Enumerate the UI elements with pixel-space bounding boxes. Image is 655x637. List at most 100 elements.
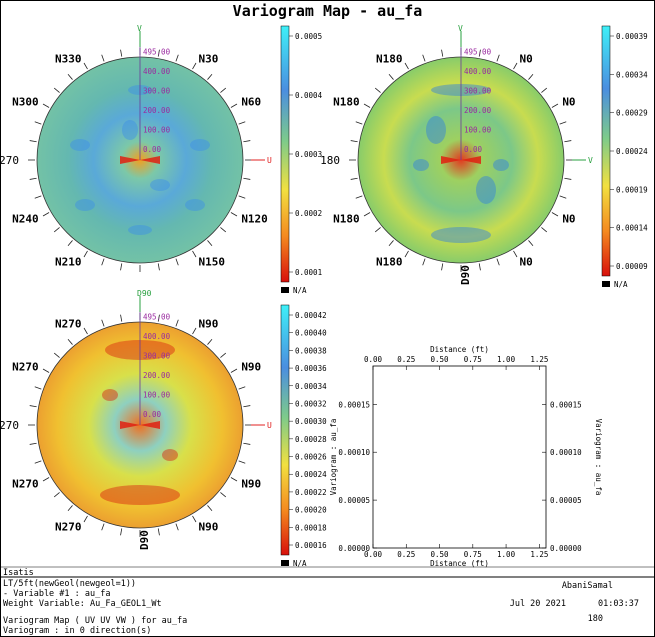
rim-tick [29,177,37,180]
rim-tick [374,87,381,93]
map-texture [128,225,152,235]
colorbar [280,25,290,283]
radial-tick-label: 495.00 [143,48,171,57]
colorbar-label: 0.00042 [295,311,327,320]
rim-tick [388,73,394,80]
radial-tick-label: 300.00 [464,87,492,96]
map-texture [185,199,205,211]
rim-tick [441,49,444,57]
plot-area [372,365,547,549]
rim-tick [34,460,42,464]
rim-tick [192,62,197,70]
colorbar-label: 0.0001 [295,268,322,277]
rim-tick [175,54,179,62]
rim-tick [101,319,105,327]
footer-line3: Weight Variable: Au_Fa_GEOL1_Wt [3,599,162,609]
direction-label: N120 [241,213,267,226]
colorbar-label: 0.00024 [295,470,327,479]
rim-tick [175,523,179,531]
rim-tick [496,258,500,266]
variogram-map-2: 0.00 100.00 200.00 300.00 400.00 495.00 V V 180 N… [320,24,648,289]
rim-tick [67,505,73,512]
rim-tick [220,227,227,233]
rim-tick [83,62,88,70]
y-tick-label-left: 0.00000 [338,544,370,553]
direction-label: N180 [376,53,403,66]
map-texture [150,179,170,191]
direction-label: N0 [520,53,533,66]
map-texture [122,120,138,140]
na-swatch [281,560,289,566]
rim-tick [243,177,251,180]
footer-user: AbaniSamal [561,581,613,591]
rim-tick [422,258,426,266]
rim-tick [404,62,409,70]
colorbar-label: 0.00029 [616,109,648,118]
rim-tick [42,368,50,373]
y-tick-label-right: 0.00005 [550,496,582,505]
right-axis-label: U [267,156,272,165]
rim-tick [388,240,394,247]
radial-tick-label: 400.00 [143,332,171,341]
footer-time: 01:03:37 [598,599,639,609]
colorbar-label: 0.00018 [295,523,327,532]
rim-tick [496,54,500,62]
rim-tick [564,177,572,180]
y-tick-label-left: 0.00010 [338,448,370,457]
x-tick-label-bottom: 0.50 [431,550,450,559]
na-swatch [281,287,289,293]
rim-tick [29,442,37,445]
colorbar-label: 0.00026 [295,453,327,462]
map-texture [162,449,178,461]
colorbar-label: 0.00039 [616,32,648,41]
y-axis-label-right: Variogram : au_fa [594,419,603,496]
na-swatch [602,281,610,287]
radial-tick-label: 0.00 [143,410,162,419]
y-tick-label-right: 0.00000 [550,544,582,553]
map-texture [102,389,118,401]
rim-tick [363,212,371,217]
map-texture [493,159,509,171]
rim-tick [192,327,197,335]
colorbar-label: 0.00016 [295,541,327,550]
rim-tick [53,492,60,498]
y-axis-label-left: Variogram : au_fa [329,419,338,496]
x-tick-label-top: 0.75 [464,355,482,364]
y-tick-label-right: 0.00010 [550,448,582,457]
top-axis-label: V [137,24,142,33]
rim-tick [238,121,246,125]
rim-tick [238,195,246,199]
rim-tick [207,240,213,247]
radial-tick-label: 200.00 [143,371,171,380]
rim-tick [120,49,123,57]
radial-tick-label: 0.00 [143,145,162,154]
direction-label: N270 [55,520,82,533]
variogram-map-1: 0.00 100.00 200.00 300.00 400.00 495.00 V U 270 N… [0,24,323,295]
direction-label: N150 [199,255,226,268]
page-title: Variogram Map - au_fa [232,2,423,20]
rim-tick [29,140,37,143]
bottom-axis-label: D90 [459,265,472,285]
colorbar-label: 0.00038 [295,346,327,355]
rim-tick [207,73,213,80]
radial-tick-label: 0.00 [464,145,483,154]
rim-tick [120,528,123,536]
colorbar [280,304,290,556]
direction-label: N180 [333,96,360,109]
na-label: N/A [614,280,628,289]
direction-label: N90 [199,520,219,533]
footer-line5: Variogram : in 0 direction(s) [3,626,152,636]
direction-label: N0 [520,255,533,268]
rim-tick [207,505,213,512]
colorbar-label: 0.00034 [616,70,648,79]
x-tick-label-top: 0.25 [397,355,415,364]
rim-tick [441,263,444,271]
left-axis-label: 180 [320,154,340,167]
radial-tick-label: 495.00 [464,48,492,57]
colorbar-label: 0.00032 [295,399,327,408]
rim-tick [243,140,251,143]
colorbar-label: 0.00019 [616,185,648,194]
rim-tick [541,87,548,93]
y-tick-label-left: 0.00005 [338,496,370,505]
